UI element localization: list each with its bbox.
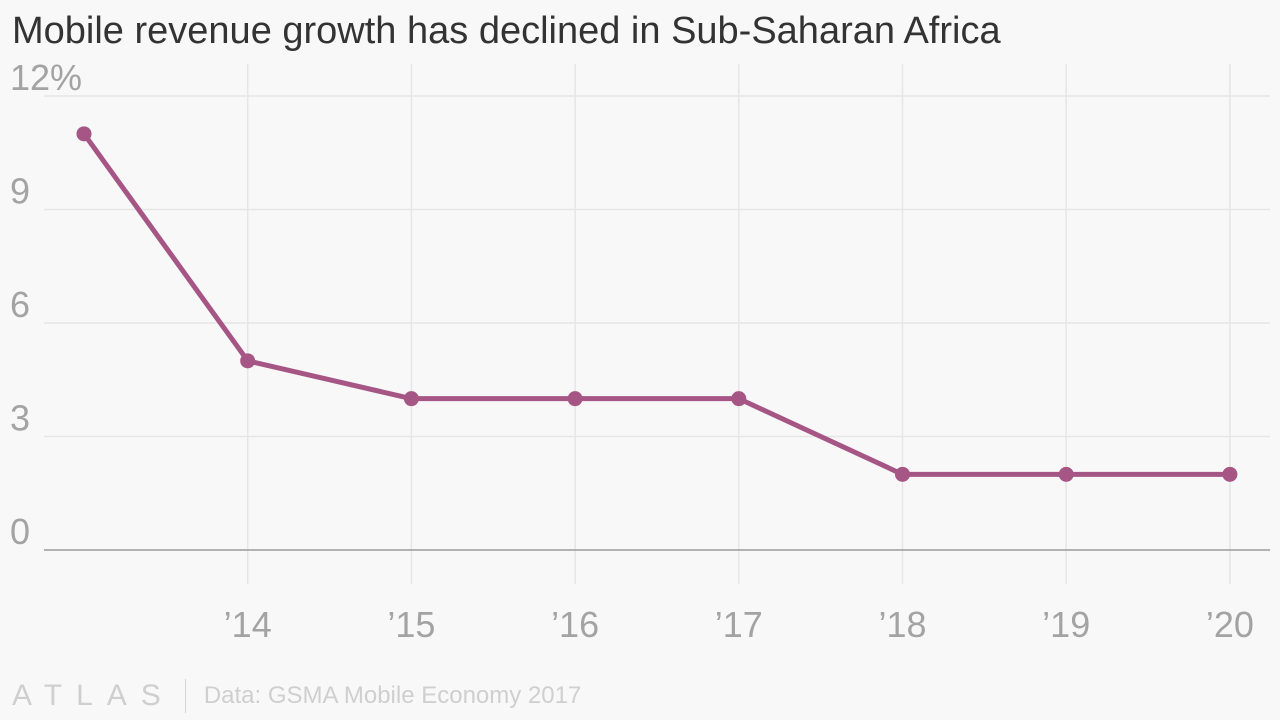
data-point (895, 466, 910, 482)
data-point (403, 391, 419, 407)
source-note: Data: GSMA Mobile Economy 2017 (203, 682, 582, 709)
x-axis-tick-labels: ’14 ’15 ’16 ’17 ’18 ’19 ’20 (224, 604, 1254, 645)
x-tick-label: ’15 (387, 604, 435, 645)
y-tick-label: 9 (10, 171, 30, 212)
series-line (81, 131, 1233, 477)
data-point (1058, 466, 1074, 482)
x-tick-label: ’20 (1206, 604, 1254, 645)
data-point (567, 391, 583, 407)
atlas-logo: ATLAS (12, 679, 175, 712)
series-group (76, 126, 1238, 482)
footer-divider (184, 679, 186, 713)
horizontal-gridlines (44, 95, 1270, 438)
data-point (1222, 466, 1238, 482)
y-tick-label: 6 (10, 284, 30, 325)
x-tick-label: ’14 (224, 604, 272, 645)
x-tick-label: ’19 (1042, 604, 1090, 645)
y-tick-label: 0 (10, 511, 30, 552)
y-tick-label: 12% (10, 57, 82, 98)
data-point (240, 353, 256, 369)
y-axis-tick-labels: 0 3 6 9 12% (10, 57, 82, 552)
data-point (731, 391, 747, 407)
chart-title: Mobile revenue growth has declined in Su… (12, 10, 1001, 52)
vertical-gridlines (246, 64, 1231, 584)
y-tick-label: 3 (10, 398, 30, 439)
data-point (76, 126, 92, 142)
x-tick-label: ’16 (551, 604, 599, 645)
footer: ATLAS Data: GSMA Mobile Economy 2017 (12, 678, 581, 714)
x-tick-label: ’18 (878, 604, 926, 645)
x-tick-label: ’17 (715, 604, 763, 645)
